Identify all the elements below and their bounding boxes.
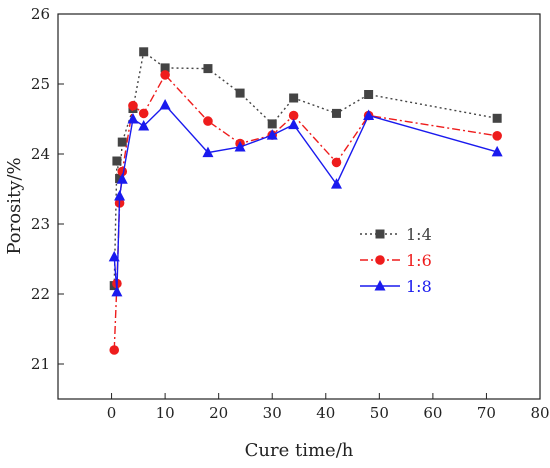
legend: 1:4 1:6 1:8 <box>360 225 432 296</box>
series-2 <box>109 70 502 355</box>
data-point <box>138 108 149 119</box>
series-3 <box>108 99 503 297</box>
data-point <box>492 131 502 141</box>
legend-marker <box>375 229 385 239</box>
x-axis-ticks: 0 10 20 30 40 50 60 70 80 <box>107 393 550 422</box>
legend-marker <box>375 255 385 265</box>
y-axis-ticks: 21 22 23 24 25 26 <box>31 5 64 373</box>
data-point <box>289 93 299 103</box>
legend-item: 1:6 <box>360 251 432 270</box>
x-tick-label: 20 <box>209 404 228 422</box>
legend-label: 1:8 <box>406 277 432 296</box>
legend-label: 1:6 <box>406 251 432 270</box>
data-point <box>266 129 278 140</box>
data-point <box>108 250 120 262</box>
legend-marker <box>374 280 386 291</box>
data-point <box>116 173 128 184</box>
data-point <box>138 120 150 131</box>
series-layer <box>108 47 503 355</box>
x-axis-label: Cure time/h <box>245 440 354 461</box>
y-tick-label: 24 <box>31 145 50 163</box>
data-point <box>331 157 342 168</box>
data-point <box>492 113 502 123</box>
data-point <box>159 99 171 110</box>
legend-label: 1:4 <box>406 225 432 244</box>
y-tick-label: 22 <box>31 285 50 303</box>
data-point <box>203 116 213 126</box>
x-tick-label: 70 <box>477 404 496 422</box>
x-tick-label: 0 <box>107 404 117 422</box>
data-point <box>114 190 126 201</box>
series-line <box>113 103 498 292</box>
data-point <box>267 119 277 129</box>
data-point <box>288 118 300 130</box>
y-tick-label: 25 <box>31 75 50 93</box>
series-line <box>113 73 498 351</box>
y-tick-label: 23 <box>31 215 50 233</box>
series-line <box>113 50 498 286</box>
data-point <box>203 64 213 74</box>
data-point <box>160 63 170 73</box>
data-point <box>202 146 214 158</box>
y-axis-label: Porosity/% <box>4 157 25 254</box>
data-point <box>331 108 341 118</box>
x-tick-label: 50 <box>370 404 389 422</box>
x-tick-label: 30 <box>263 404 282 422</box>
data-point <box>363 109 375 120</box>
x-tick-label: 40 <box>316 404 335 422</box>
data-point <box>109 345 120 355</box>
data-point <box>234 141 246 152</box>
plot-frame <box>57 13 541 400</box>
data-point <box>160 70 170 80</box>
data-point <box>128 100 138 111</box>
x-tick-label: 60 <box>423 404 442 422</box>
data-point <box>364 90 374 99</box>
data-point <box>330 178 342 189</box>
series-1 <box>109 47 502 291</box>
data-point <box>112 156 122 166</box>
data-point <box>235 88 245 98</box>
data-point <box>111 285 123 297</box>
data-point <box>491 145 503 157</box>
legend-item: 1:4 <box>360 225 432 244</box>
x-tick-label: 10 <box>156 404 175 422</box>
data-point <box>127 113 139 124</box>
data-point <box>139 47 149 57</box>
data-point <box>117 137 127 147</box>
y-tick-label: 21 <box>31 355 50 373</box>
data-point <box>288 110 299 121</box>
y-tick-label: 26 <box>31 5 50 23</box>
legend-item: 1:8 <box>360 277 432 296</box>
x-tick-label: 80 <box>530 404 549 422</box>
